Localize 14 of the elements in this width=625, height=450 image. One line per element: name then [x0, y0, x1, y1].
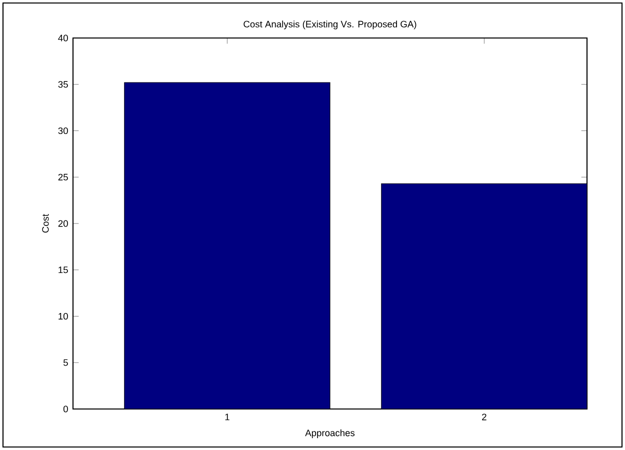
y-tick-label: 15 — [58, 266, 68, 274]
y-tick-label: 40 — [58, 34, 68, 42]
y-tick-label: 35 — [58, 81, 68, 88]
y-tick-label: 0 — [63, 406, 68, 412]
y-axis-title: Cost — [42, 214, 49, 233]
y-tick-label: 5 — [63, 359, 68, 366]
x-tick-label: 1 — [225, 414, 230, 420]
chart-title: Cost Analysis (Existing Vs. Proposed GA) — [244, 20, 416, 30]
y-tick-label: 25 — [58, 174, 68, 180]
y-tick-label: 10 — [58, 312, 68, 320]
y-tick-label: 30 — [58, 127, 68, 134]
x-axis-title: Approaches — [305, 429, 355, 438]
y-tick-label: 20 — [58, 220, 68, 227]
x-tick-label: 2 — [482, 414, 486, 420]
